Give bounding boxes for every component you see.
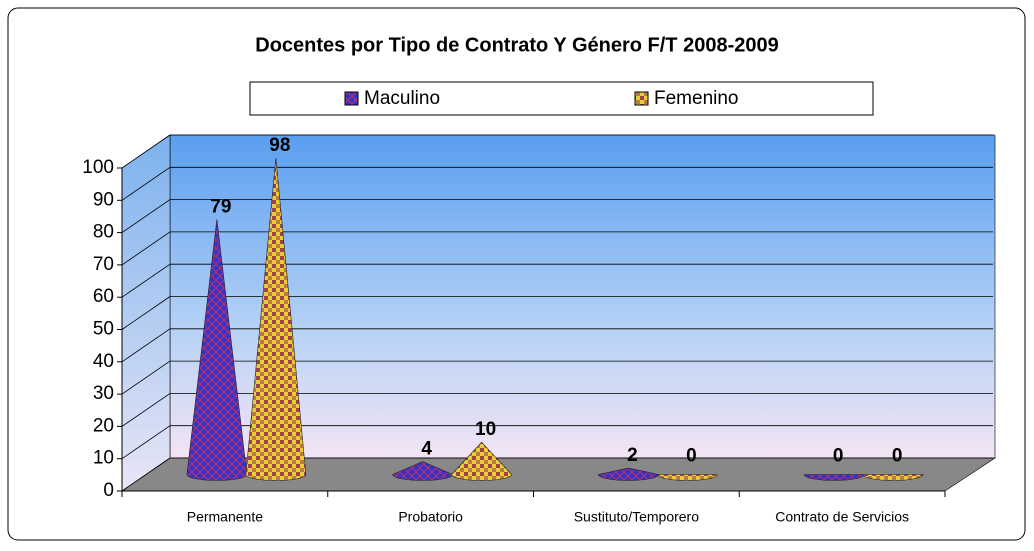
value-label: 79 <box>210 196 231 217</box>
grid-line <box>121 296 171 330</box>
y-tick-label: 20 <box>93 415 114 436</box>
cone <box>451 441 512 481</box>
chart-title: Docentes por Tipo de Contrato Y Género F… <box>255 34 778 56</box>
grid-line <box>121 425 171 460</box>
legend-swatch <box>344 91 359 106</box>
cone <box>862 474 924 481</box>
cone <box>657 474 718 481</box>
value-label: 0 <box>892 446 903 467</box>
x-tick-label: Sustituto/Temporero <box>574 509 699 525</box>
value-label: 4 <box>421 439 432 460</box>
value-label: 2 <box>627 445 638 466</box>
legend-label: Femenino <box>654 88 739 109</box>
grid-line <box>121 360 171 395</box>
grid-line <box>121 166 171 201</box>
legend <box>249 81 874 116</box>
legend-label: Maculino <box>364 88 440 109</box>
x-tick-label: Permanente <box>187 509 263 525</box>
x-tick-label: Probatorio <box>398 509 463 525</box>
y-tick-label: 80 <box>93 222 114 243</box>
y-tick-label: 70 <box>93 254 114 275</box>
y-tick-label: 100 <box>82 157 114 178</box>
grid-line <box>121 134 171 169</box>
y-tick-label: 90 <box>93 189 114 210</box>
y-tick-label: 60 <box>93 286 114 307</box>
value-label: 0 <box>833 446 844 467</box>
grid-line <box>121 457 171 492</box>
value-label: 10 <box>475 419 496 440</box>
y-tick-label: 30 <box>93 383 114 404</box>
value-label: 0 <box>686 446 697 467</box>
y-tick-label: 0 <box>103 480 114 501</box>
y-tick-label: 40 <box>93 351 114 372</box>
grid-line <box>121 263 171 298</box>
legend-swatch <box>634 91 649 106</box>
x-tick-label: Contrato de Servicios <box>775 509 909 525</box>
grid-line <box>121 328 171 363</box>
cone <box>245 157 307 481</box>
grid-line <box>121 393 171 427</box>
value-label: 98 <box>269 135 290 156</box>
y-tick-label: 10 <box>93 448 114 469</box>
grid-line <box>121 231 171 266</box>
y-tick-label: 50 <box>93 319 114 340</box>
grid-line <box>121 199 171 233</box>
